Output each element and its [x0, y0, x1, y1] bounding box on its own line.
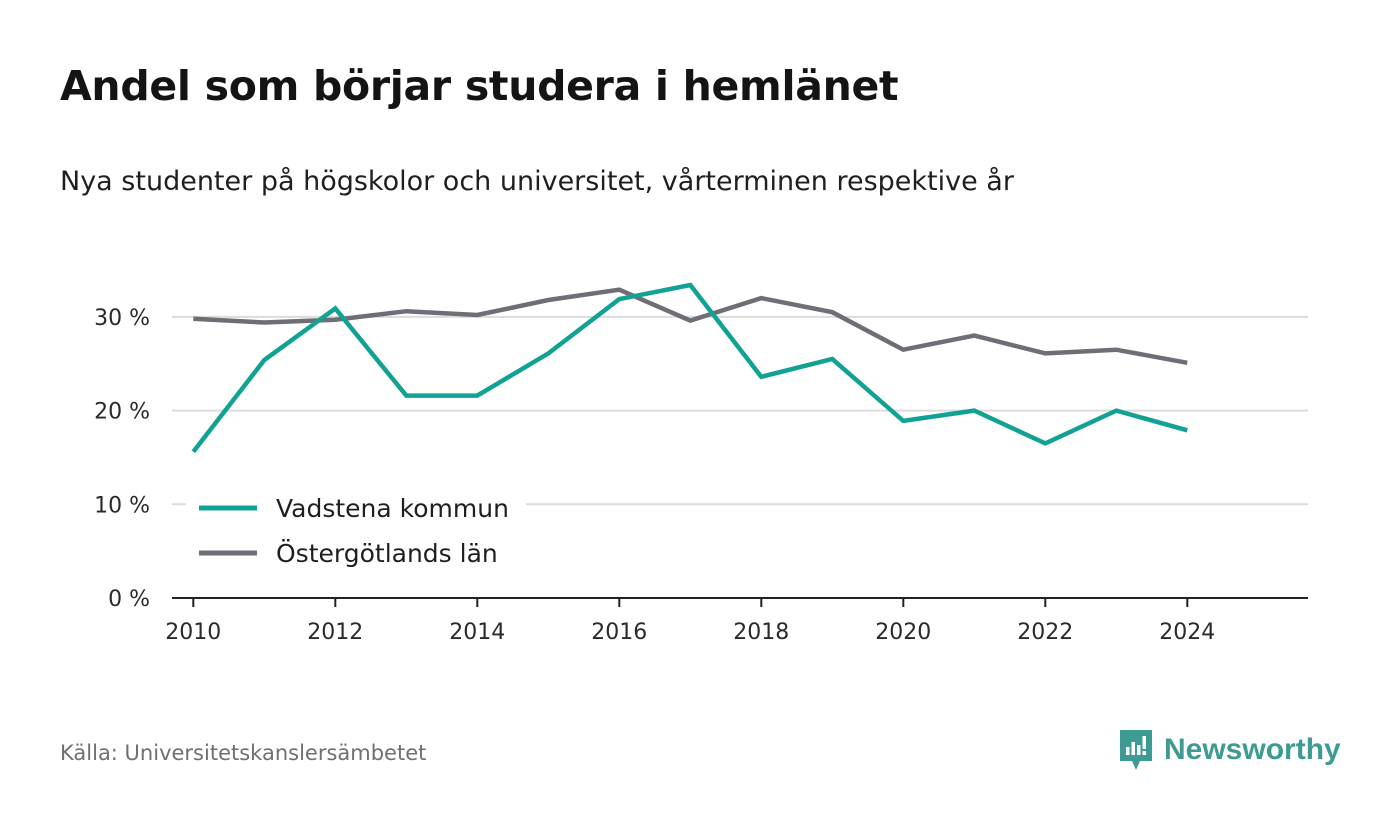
- legend-label: Östergötlands län: [276, 539, 498, 568]
- x-tick-label: 2016: [591, 620, 647, 645]
- y-tick-label: 10 %: [94, 493, 150, 518]
- chart-subtitle: Nya studenter på högskolor och universit…: [60, 166, 1014, 197]
- x-tick-label: 2024: [1159, 620, 1215, 645]
- legend: Vadstena kommun Östergötlands län: [186, 484, 526, 576]
- x-axis-ticks: 2010 2012 2014 2016 2018 2020 2022 2024: [165, 598, 1215, 645]
- series-line: [193, 287, 1188, 366]
- newsworthy-logo-icon: [1120, 730, 1152, 770]
- legend-label: Vadstena kommun: [276, 494, 509, 523]
- series-line: [191, 282, 1188, 454]
- chart-title: Andel som börjar studera i hemlänet: [60, 62, 899, 110]
- y-tick-label: 30 %: [94, 306, 150, 331]
- gridlines: [172, 315, 1308, 506]
- x-tick-label: 2012: [307, 620, 363, 645]
- legend-background: [186, 484, 526, 576]
- brand-logo: Newsworthy: [1118, 728, 1341, 772]
- x-tick-label: 2020: [875, 620, 931, 645]
- y-axis-ticks: 0 % 10 % 20 % 30 %: [94, 306, 150, 612]
- x-tick-label: 2010: [165, 620, 221, 645]
- x-tick-label: 2022: [1017, 620, 1073, 645]
- x-tick-label: 2014: [449, 620, 505, 645]
- y-tick-label: 0 %: [108, 587, 150, 612]
- series-lines: [191, 282, 1188, 454]
- y-tick-label: 20 %: [94, 400, 150, 425]
- source-note: Källa: Universitetskanslersämbetet: [60, 741, 427, 765]
- brand-name: Newsworthy: [1164, 733, 1341, 766]
- x-tick-label: 2018: [733, 620, 789, 645]
